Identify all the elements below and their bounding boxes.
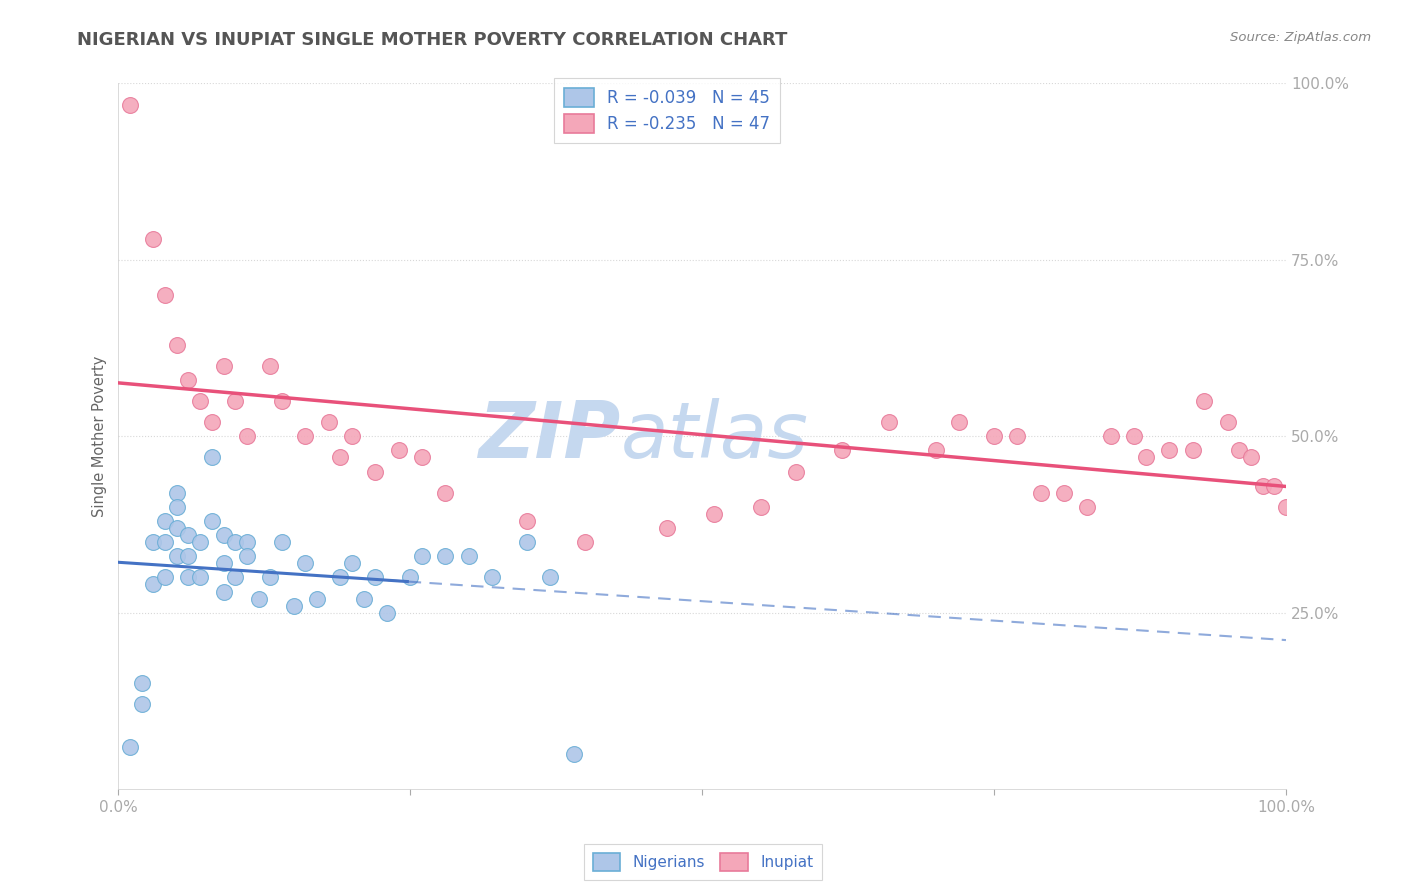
- Point: [212, 584, 235, 599]
- Point: [785, 465, 807, 479]
- Point: [411, 549, 433, 564]
- Point: [294, 557, 316, 571]
- Point: [1159, 443, 1181, 458]
- Point: [131, 698, 153, 712]
- Point: [1263, 478, 1285, 492]
- Point: [1029, 485, 1052, 500]
- Point: [212, 557, 235, 571]
- Point: [340, 429, 363, 443]
- Point: [212, 528, 235, 542]
- Point: [364, 570, 387, 584]
- Point: [153, 288, 176, 302]
- Point: [166, 521, 188, 535]
- Point: [142, 535, 165, 549]
- Point: [259, 570, 281, 584]
- Point: [375, 606, 398, 620]
- Point: [224, 394, 246, 409]
- Text: atlas: atlas: [620, 399, 808, 475]
- Point: [364, 465, 387, 479]
- Point: [247, 591, 270, 606]
- Point: [1240, 450, 1263, 465]
- Point: [305, 591, 328, 606]
- Point: [188, 570, 211, 584]
- Point: [1216, 415, 1239, 429]
- Point: [457, 549, 479, 564]
- Point: [166, 549, 188, 564]
- Point: [201, 415, 224, 429]
- Point: [831, 443, 853, 458]
- Point: [120, 739, 142, 754]
- Text: ZIP: ZIP: [478, 399, 620, 475]
- Point: [1123, 429, 1146, 443]
- Point: [1181, 443, 1204, 458]
- Point: [201, 514, 224, 528]
- Point: [270, 394, 292, 409]
- Point: [1192, 394, 1215, 409]
- Point: [1099, 429, 1122, 443]
- Point: [131, 676, 153, 690]
- Point: [236, 429, 259, 443]
- Point: [538, 570, 561, 584]
- Point: [925, 443, 948, 458]
- Point: [166, 500, 188, 514]
- Point: [983, 429, 1005, 443]
- Point: [1227, 443, 1250, 458]
- Point: [1251, 478, 1274, 492]
- Point: [270, 535, 292, 549]
- Point: [399, 570, 422, 584]
- Point: [434, 549, 457, 564]
- Point: [411, 450, 433, 465]
- Point: [201, 450, 224, 465]
- Point: [353, 591, 375, 606]
- Point: [177, 373, 200, 387]
- Point: [236, 549, 259, 564]
- Point: [153, 535, 176, 549]
- Point: [177, 570, 200, 584]
- Point: [562, 747, 585, 761]
- Text: Source: ZipAtlas.com: Source: ZipAtlas.com: [1230, 31, 1371, 45]
- Point: [948, 415, 970, 429]
- Point: [1275, 500, 1298, 514]
- Point: [153, 570, 176, 584]
- Point: [1076, 500, 1098, 514]
- Point: [142, 232, 165, 246]
- Point: [166, 485, 188, 500]
- Point: [188, 535, 211, 549]
- Point: [1007, 429, 1029, 443]
- Point: [294, 429, 316, 443]
- Point: [283, 599, 305, 613]
- Point: [120, 97, 142, 112]
- Point: [481, 570, 503, 584]
- Point: [177, 528, 200, 542]
- Point: [388, 443, 411, 458]
- Legend: Nigerians, Inupiat: Nigerians, Inupiat: [583, 844, 823, 880]
- Point: [224, 570, 246, 584]
- Point: [177, 549, 200, 564]
- Point: [329, 450, 352, 465]
- Point: [318, 415, 340, 429]
- Point: [142, 577, 165, 591]
- Point: [1053, 485, 1076, 500]
- Point: [749, 500, 772, 514]
- Point: [340, 557, 363, 571]
- Point: [1135, 450, 1157, 465]
- Y-axis label: Single Mother Poverty: Single Mother Poverty: [93, 356, 107, 517]
- Point: [703, 507, 725, 521]
- Point: [516, 514, 538, 528]
- Point: [574, 535, 596, 549]
- Point: [657, 521, 679, 535]
- Point: [877, 415, 900, 429]
- Point: [153, 514, 176, 528]
- Legend: R = -0.039   N = 45, R = -0.235   N = 47: R = -0.039 N = 45, R = -0.235 N = 47: [554, 78, 780, 143]
- Point: [259, 359, 281, 373]
- Point: [516, 535, 538, 549]
- Point: [329, 570, 352, 584]
- Point: [434, 485, 457, 500]
- Point: [188, 394, 211, 409]
- Point: [212, 359, 235, 373]
- Point: [166, 337, 188, 351]
- Point: [236, 535, 259, 549]
- Text: NIGERIAN VS INUPIAT SINGLE MOTHER POVERTY CORRELATION CHART: NIGERIAN VS INUPIAT SINGLE MOTHER POVERT…: [77, 31, 787, 49]
- Point: [224, 535, 246, 549]
